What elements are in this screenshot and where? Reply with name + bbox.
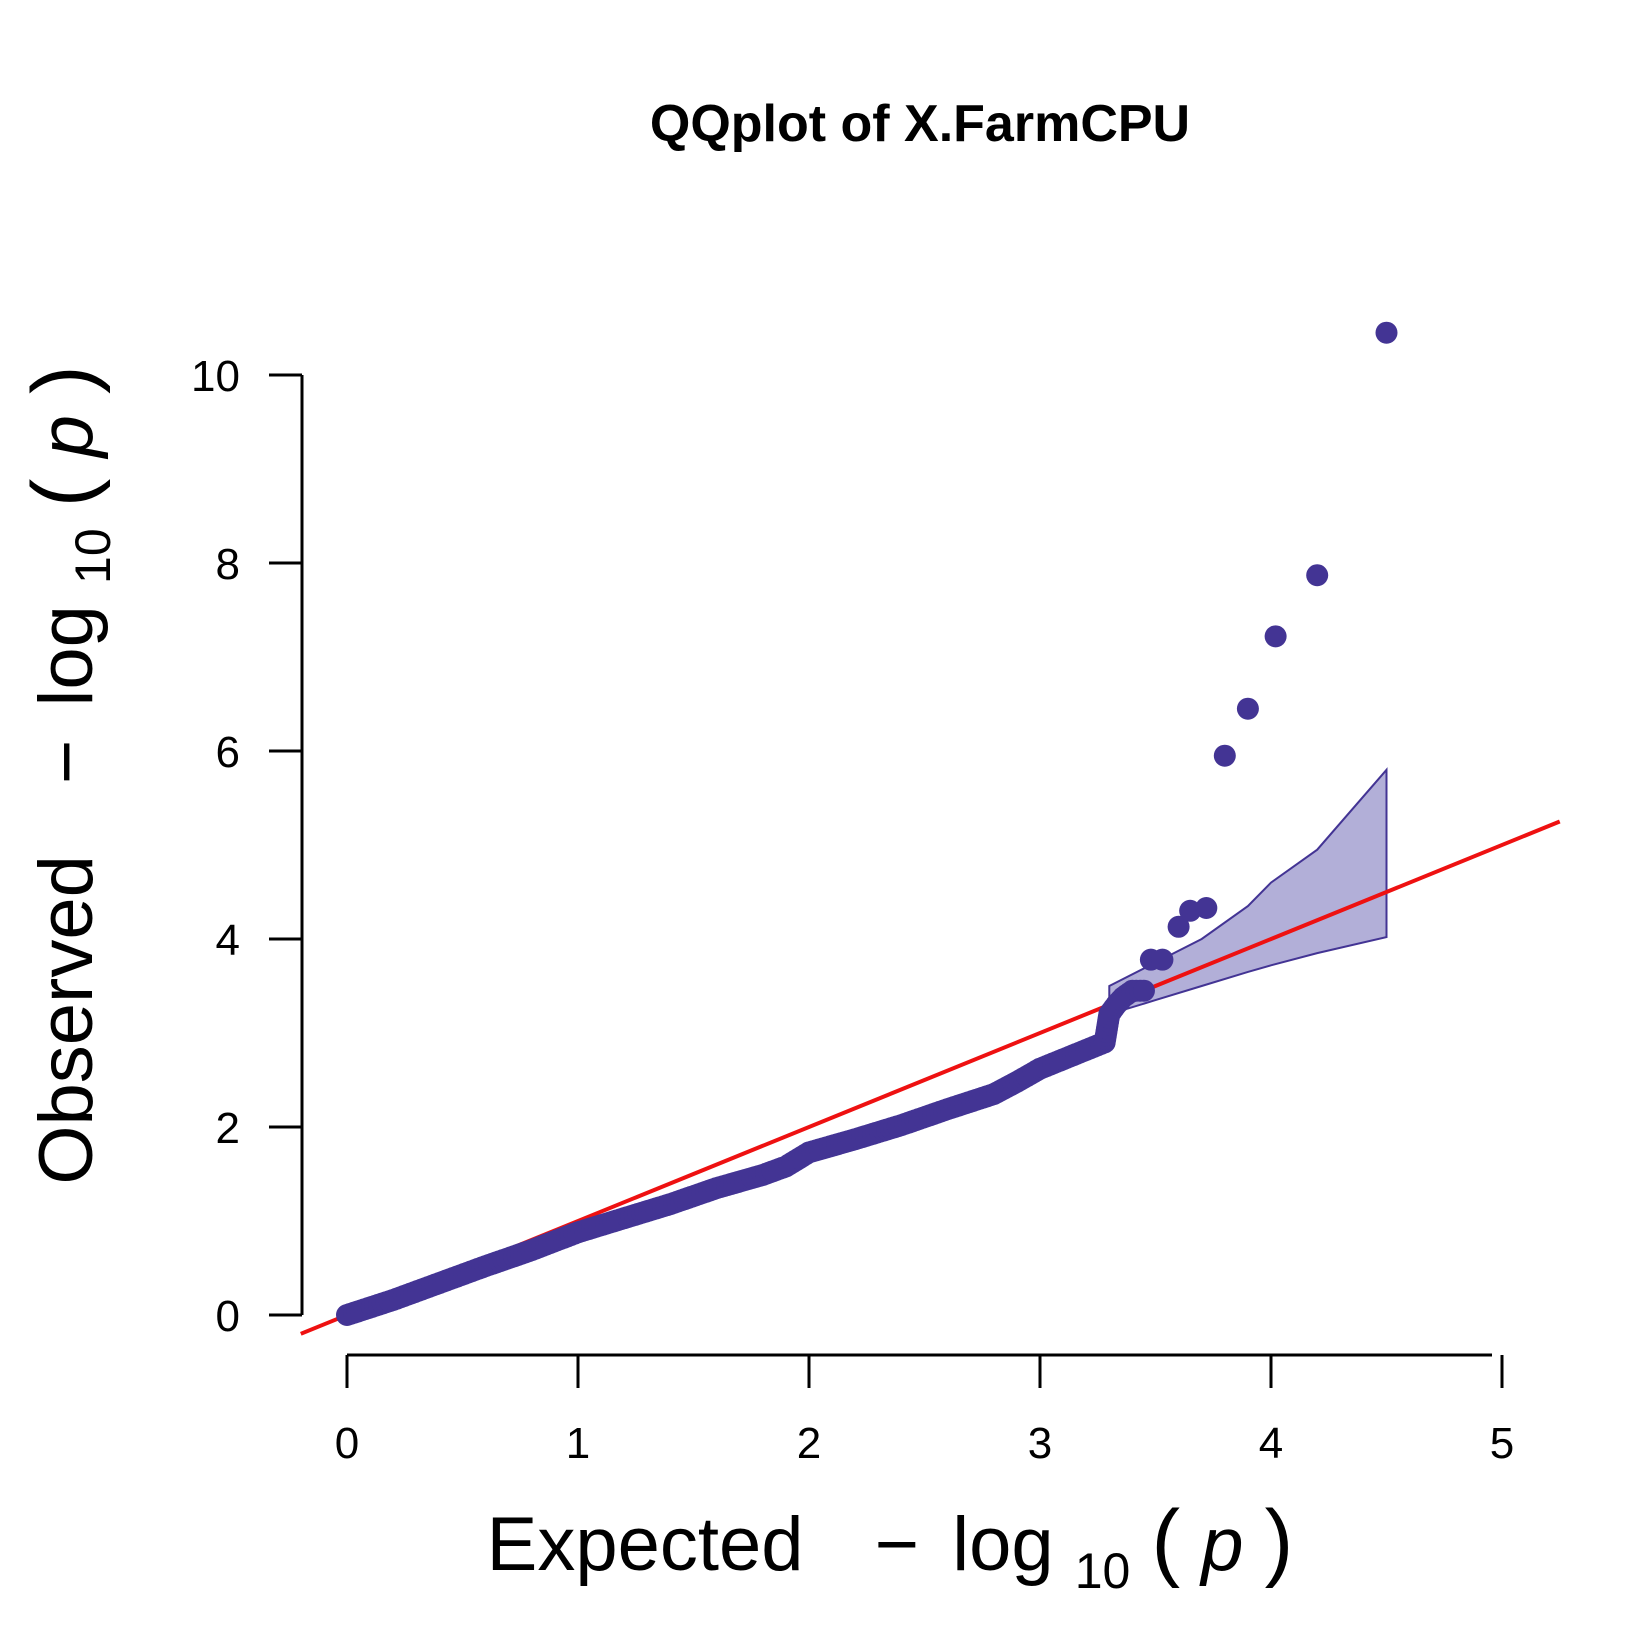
data-points-layer: [336, 321, 1398, 1326]
confidence-band: [1108, 767, 1388, 1016]
outlier-point: [1151, 948, 1174, 971]
y-axis-title-base: 10: [65, 528, 121, 584]
y-tick-label: 4: [216, 916, 240, 965]
outlier-point: [1213, 744, 1236, 767]
data-point: [1132, 979, 1155, 1002]
outlier-point: [1375, 321, 1398, 344]
x-axis-title-minus: −: [875, 1502, 919, 1587]
x-tick-label: 3: [1028, 1419, 1052, 1468]
y-axis-title: Observed − log 10 ( p ): [15, 365, 127, 1184]
outlier-point: [1167, 915, 1190, 938]
outlier-point: [1306, 564, 1329, 587]
x-tick-label: 4: [1259, 1419, 1283, 1468]
outlier-point: [1179, 899, 1202, 922]
y-tick-label: 0: [216, 1292, 240, 1341]
x-axis-title-close: ): [1265, 1493, 1294, 1589]
x-tick-label: 5: [1490, 1419, 1514, 1468]
outlier-point: [1195, 896, 1218, 919]
y-axis-title-open: (: [15, 478, 111, 507]
x-axis-title-log: log: [952, 1502, 1053, 1587]
x-axis-title-var: p: [1199, 1502, 1243, 1587]
x-tick-label: 1: [566, 1419, 590, 1468]
x-axis-title-main: Expected: [487, 1502, 804, 1587]
x-ticks: 0 1 2 3 4 5: [335, 1355, 1514, 1468]
outlier-point: [1236, 697, 1259, 720]
x-axis-title-base: 10: [1075, 1543, 1131, 1599]
axes: [300, 375, 1492, 1357]
confidence-band-layer: [1108, 767, 1388, 1016]
y-axis-title-close: ): [15, 365, 111, 394]
x-tick-label: 2: [797, 1419, 821, 1468]
x-axis-title: Expected − log 10 ( p ): [487, 1493, 1294, 1605]
x-axis-title-open: (: [1152, 1493, 1181, 1589]
x-tick-label: 0: [335, 1419, 359, 1468]
y-axis-title-var: p: [24, 415, 109, 459]
y-tick-label: 6: [216, 728, 240, 777]
y-axis-title-log: log: [24, 605, 109, 706]
y-tick-label: 2: [216, 1104, 240, 1153]
chart-title: QQplot of X.FarmCPU: [650, 95, 1190, 153]
y-axis-title-minus: −: [24, 740, 109, 784]
y-axis-title-main: Observed: [24, 855, 109, 1185]
y-tick-label: 8: [216, 540, 240, 589]
y-ticks: 0 2 4 6 8 10: [191, 352, 302, 1341]
outlier-point: [1264, 625, 1287, 648]
y-tick-label: 10: [191, 352, 240, 401]
